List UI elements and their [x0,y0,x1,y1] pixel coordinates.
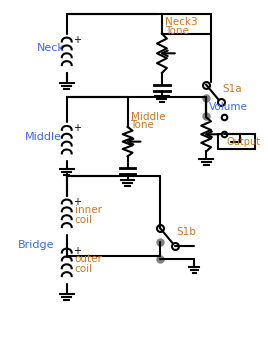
Text: S1a: S1a [223,84,243,94]
Text: Bridge: Bridge [18,240,54,250]
Text: Output: Output [227,137,261,147]
Text: Volume: Volume [209,102,248,112]
Text: Middle: Middle [131,112,165,122]
Text: Tone: Tone [165,26,189,36]
Text: +: + [73,246,81,256]
Text: coil: coil [75,264,93,274]
Text: outer: outer [75,254,102,264]
Text: +: + [73,34,81,45]
Text: +: + [73,197,81,206]
Text: Neck: Neck [37,44,65,53]
Text: Middle: Middle [25,132,62,142]
Text: Neck3: Neck3 [165,17,198,27]
Text: Tone: Tone [131,120,154,130]
Text: coil: coil [75,215,93,225]
Text: inner: inner [75,205,102,216]
FancyBboxPatch shape [218,134,255,150]
Text: +: + [73,123,81,133]
Text: S1b: S1b [177,227,196,237]
